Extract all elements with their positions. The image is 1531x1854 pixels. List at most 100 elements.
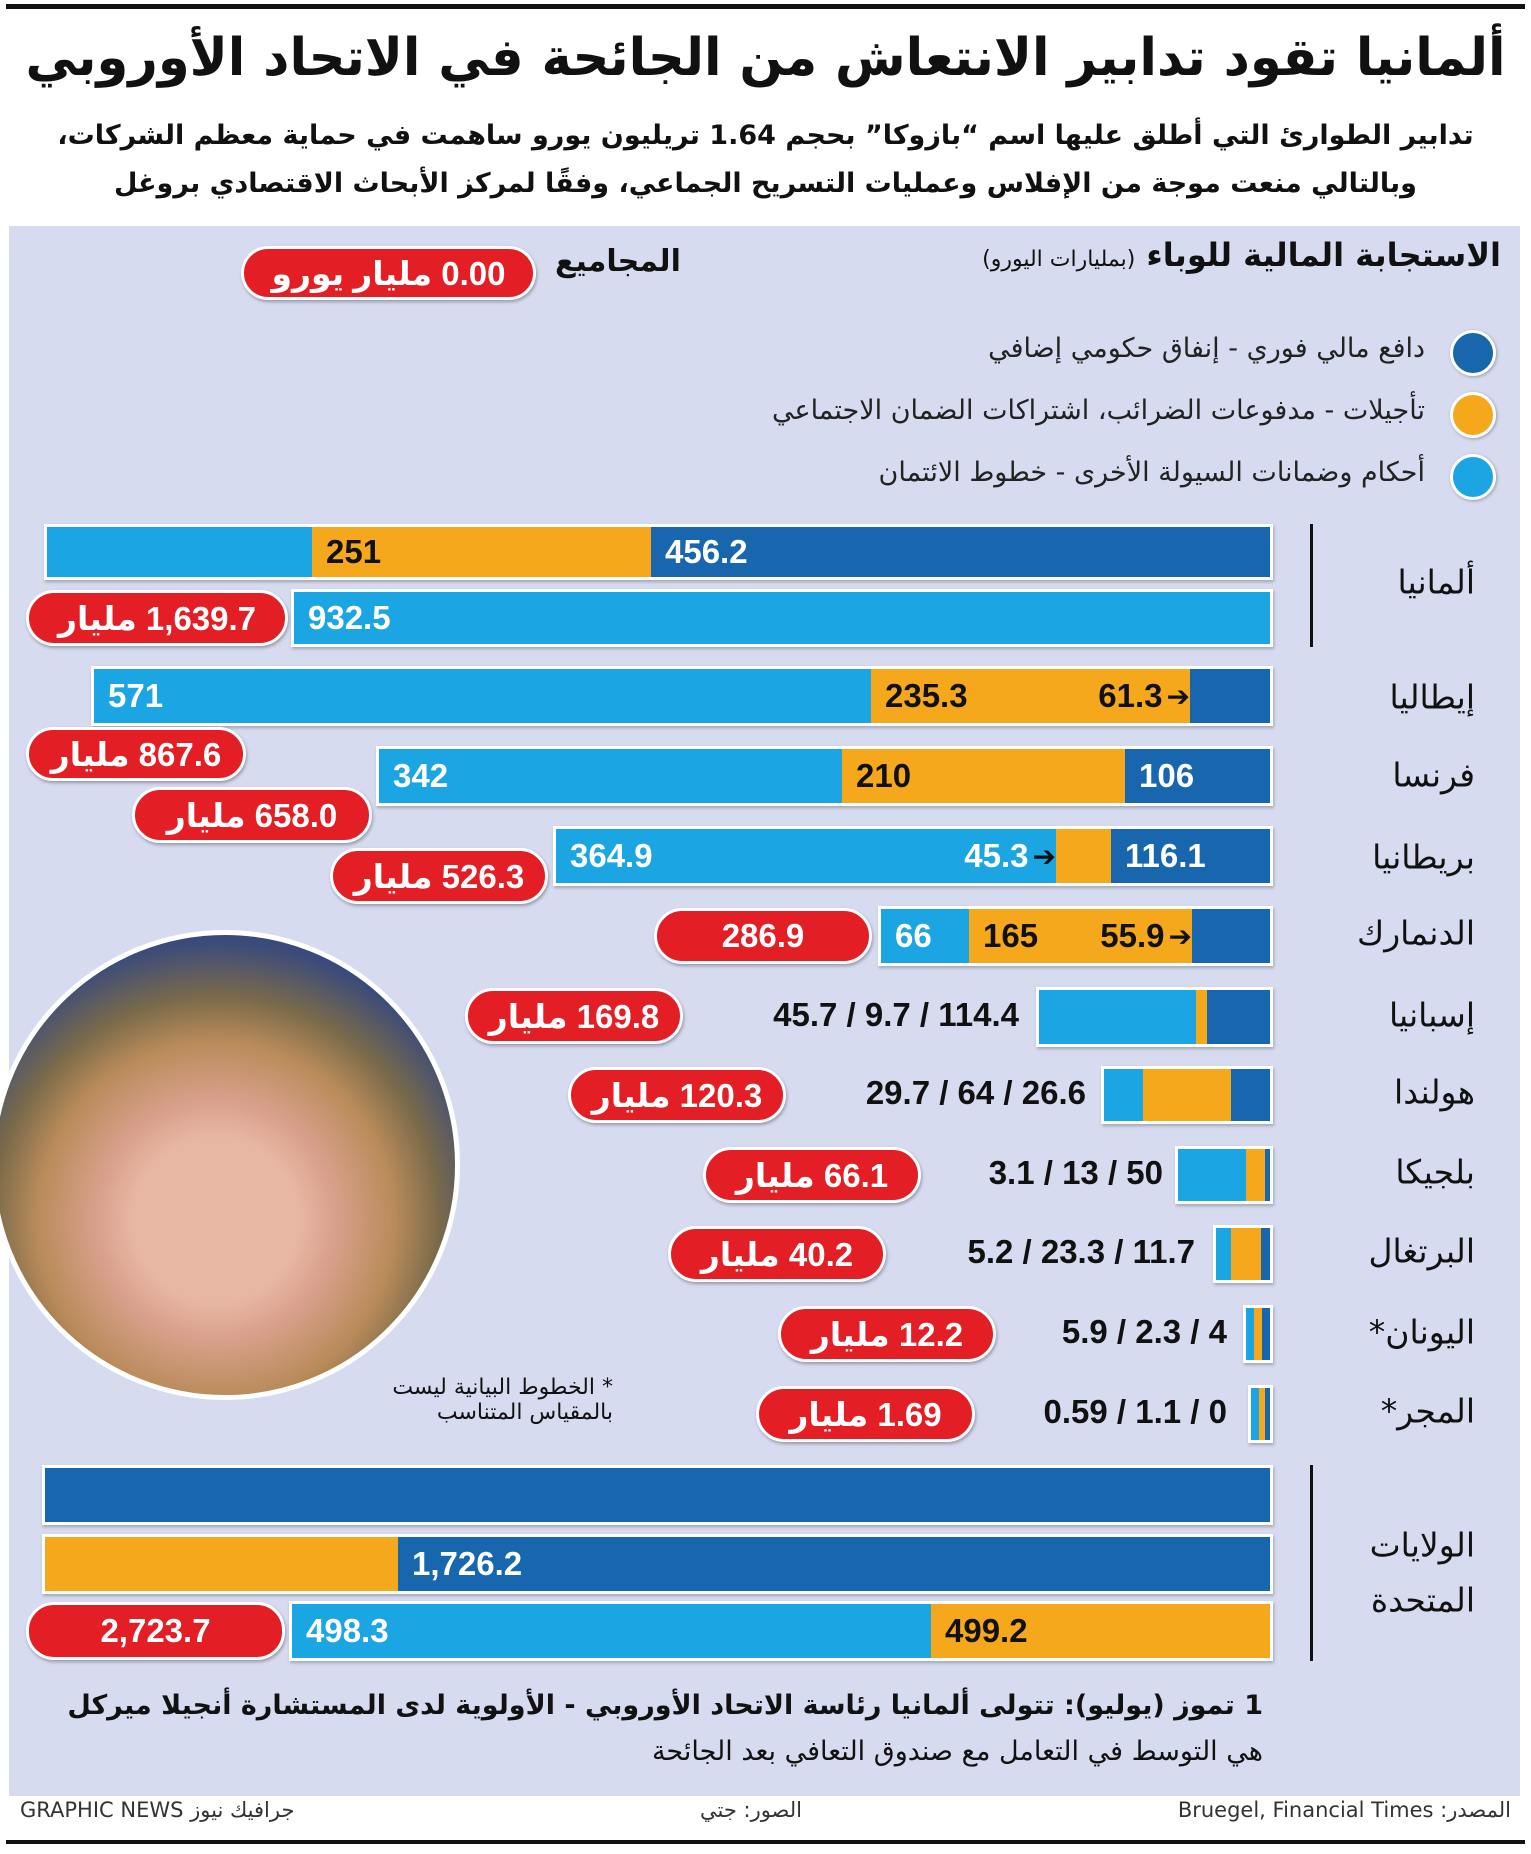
segment-deferral	[1246, 1149, 1265, 1201]
country-portugal: البرتغال	[1368, 1231, 1475, 1271]
country-italy: إيطاليا	[1389, 677, 1475, 717]
subtitle-row-2: وبالتالي منعت موجة من الإفلاس وعمليات ال…	[0, 168, 1531, 199]
total-usa: 2,723.7	[26, 1602, 285, 1660]
segment-fiscal: 456.2	[651, 527, 1270, 577]
values-belgium: 3.1 / 13 / 50	[988, 1154, 1163, 1191]
segment-liquidity	[1104, 1069, 1143, 1121]
segment-deferral: 210	[842, 749, 1125, 803]
bar-usa-2: 1,726.2	[42, 1534, 1273, 1594]
chart-title: الاستجابة المالية للوباء (بمليارات اليور…	[982, 236, 1501, 274]
legend-swatch-deferral	[1450, 392, 1496, 438]
total-hungary: 1.69 مليار	[756, 1386, 975, 1442]
segment-deferral	[45, 1537, 398, 1591]
bar-hungary	[1248, 1385, 1273, 1443]
value-label: 1,726.2	[412, 1545, 523, 1582]
total-portugal: 40.2 مليار	[668, 1226, 886, 1282]
segment-liquidity: 66	[881, 909, 969, 963]
segment-liquidity	[47, 527, 312, 577]
totals-legend-pill: 0.00 مليار يورو	[241, 246, 536, 300]
bar-greece	[1243, 1305, 1273, 1363]
values-spain: 45.7 / 9.7 / 114.4	[773, 996, 1019, 1033]
segment-fiscal	[1265, 1388, 1270, 1440]
value-label: 571	[108, 677, 164, 714]
country-france: فرنسا	[1392, 755, 1475, 795]
segment-liquidity: 498.3	[292, 1604, 931, 1658]
segment-deferral	[1254, 1308, 1262, 1360]
country-germany: ألمانيا	[1397, 562, 1475, 602]
merkel-photo	[0, 930, 460, 1400]
segment-liquidity	[1178, 1149, 1246, 1201]
segment-fiscal	[1262, 1308, 1270, 1360]
arrow-icon: ➔	[1166, 679, 1190, 713]
footnote: * الخطوط البيانية ليست بالمقياس المتناسب	[392, 1375, 613, 1425]
values-hungary: 0.59 / 1.1 / 0	[1043, 1393, 1227, 1430]
value-label: 66	[895, 917, 932, 954]
value-label: 165	[983, 917, 1039, 954]
segment-liquidity	[1246, 1308, 1254, 1360]
segment-deferral	[1143, 1069, 1231, 1121]
footnote-line-1: * الخطوط البيانية ليست	[392, 1375, 613, 1400]
value-label: 55.9	[1100, 917, 1165, 954]
legend-deferral: تأجيلات - مدفوعات الضرائب، اشتراكات الضم…	[771, 395, 1425, 426]
subtitle-line-1: تدابير الطوارئ التي أطلق عليها اسم “بازو…	[57, 120, 1474, 151]
chart-title-text: الاستجابة المالية للوباء	[1146, 236, 1501, 274]
country-netherlands: هولندا	[1394, 1072, 1475, 1112]
segment-deferral	[1259, 1388, 1265, 1440]
value-label: 45.3	[964, 837, 1029, 874]
bar-netherlands	[1101, 1066, 1273, 1124]
segment-deferral: 499.2	[931, 1604, 1270, 1658]
legend-swatch-liquidity	[1450, 454, 1496, 500]
segment-fiscal	[1192, 909, 1270, 963]
value-label: 235.3	[885, 677, 968, 714]
segment-fiscal	[1190, 669, 1270, 723]
bracket	[1283, 524, 1313, 647]
segment-deferral	[1231, 1228, 1261, 1280]
bar-italy: 571 235.3 61.3 ➔	[91, 666, 1273, 726]
segment-liquidity: 342	[379, 749, 842, 803]
value-label: 499.2	[945, 1612, 1028, 1649]
segment-fiscal	[1207, 990, 1270, 1044]
total-uk: 526.3 مليار	[330, 848, 548, 904]
segment-fiscal: 1,726.2	[398, 1537, 1270, 1591]
total-italy: 867.6 مليار	[26, 727, 246, 781]
segment-fiscal	[1265, 1149, 1270, 1201]
country-greece: اليونان*	[1368, 1312, 1475, 1352]
segment-fiscal: 106	[1125, 749, 1270, 803]
photo-credit: الصور: جتي	[700, 1798, 803, 1822]
bar-uk: 364.9 45.3 ➔ 116.1	[553, 826, 1273, 886]
brand: GRAPHIC NEWS جرافيك نيوز	[20, 1798, 295, 1822]
source: المصدر: Bruegel, Financial Times	[1177, 1798, 1511, 1822]
bar-usa-3: 498.3 499.2	[289, 1601, 1273, 1661]
total-belgium: 66.1 مليار	[703, 1147, 921, 1203]
page-title-row: ألمانيا تقود تدابير الانتعاش من الجائحة …	[0, 28, 1531, 88]
subtitle-row-1: تدابير الطوارئ التي أطلق عليها اسم “بازو…	[0, 120, 1531, 151]
legend-fiscal: دافع مالي فوري - إنفاق حكومي إضافي	[988, 333, 1425, 364]
total-germany: 1,639.7 مليار	[26, 590, 288, 646]
segment-fiscal	[45, 1468, 1270, 1522]
note-line-1: 1 تموز (يوليو): تتولى ألمانيا رئاسة الات…	[67, 1690, 1263, 1721]
bar-spain	[1036, 987, 1273, 1047]
total-france: 658.0 مليار	[132, 787, 372, 843]
bar-portugal	[1213, 1225, 1273, 1283]
value-label: 498.3	[306, 1612, 389, 1649]
country-usa-line-1: الولايات	[1369, 1525, 1475, 1565]
segment-deferral: 251	[312, 527, 651, 577]
country-uk: بريطانيا	[1372, 837, 1475, 877]
total-spain: 169.8 مليار	[465, 988, 683, 1044]
legend-liquidity: أحكام وضمانات السيولة الأخرى - خطوط الائ…	[878, 457, 1425, 488]
country-usa-line-2: المتحدة	[1370, 1580, 1475, 1620]
segment-liquidity	[1216, 1228, 1231, 1280]
value-label: 61.3	[1098, 677, 1163, 714]
value-label: 251	[326, 533, 382, 570]
segment-fiscal: 116.1	[1111, 829, 1270, 883]
value-label: 932.5	[308, 599, 391, 636]
segment-liquidity: 364.9 45.3 ➔	[556, 829, 1056, 883]
segment-liquidity	[1251, 1388, 1259, 1440]
values-netherlands: 29.7 / 64 / 26.6	[865, 1074, 1086, 1111]
top-rule	[6, 4, 1525, 9]
bar-germany-2: 932.5	[291, 589, 1273, 647]
segment-deferral: 165 55.9 ➔	[969, 909, 1192, 963]
unit-label: (بمليارات اليورو)	[982, 247, 1136, 272]
page-title: ألمانيا تقود تدابير الانتعاش من الجائحة …	[25, 28, 1506, 88]
value-label: 106	[1139, 757, 1195, 794]
